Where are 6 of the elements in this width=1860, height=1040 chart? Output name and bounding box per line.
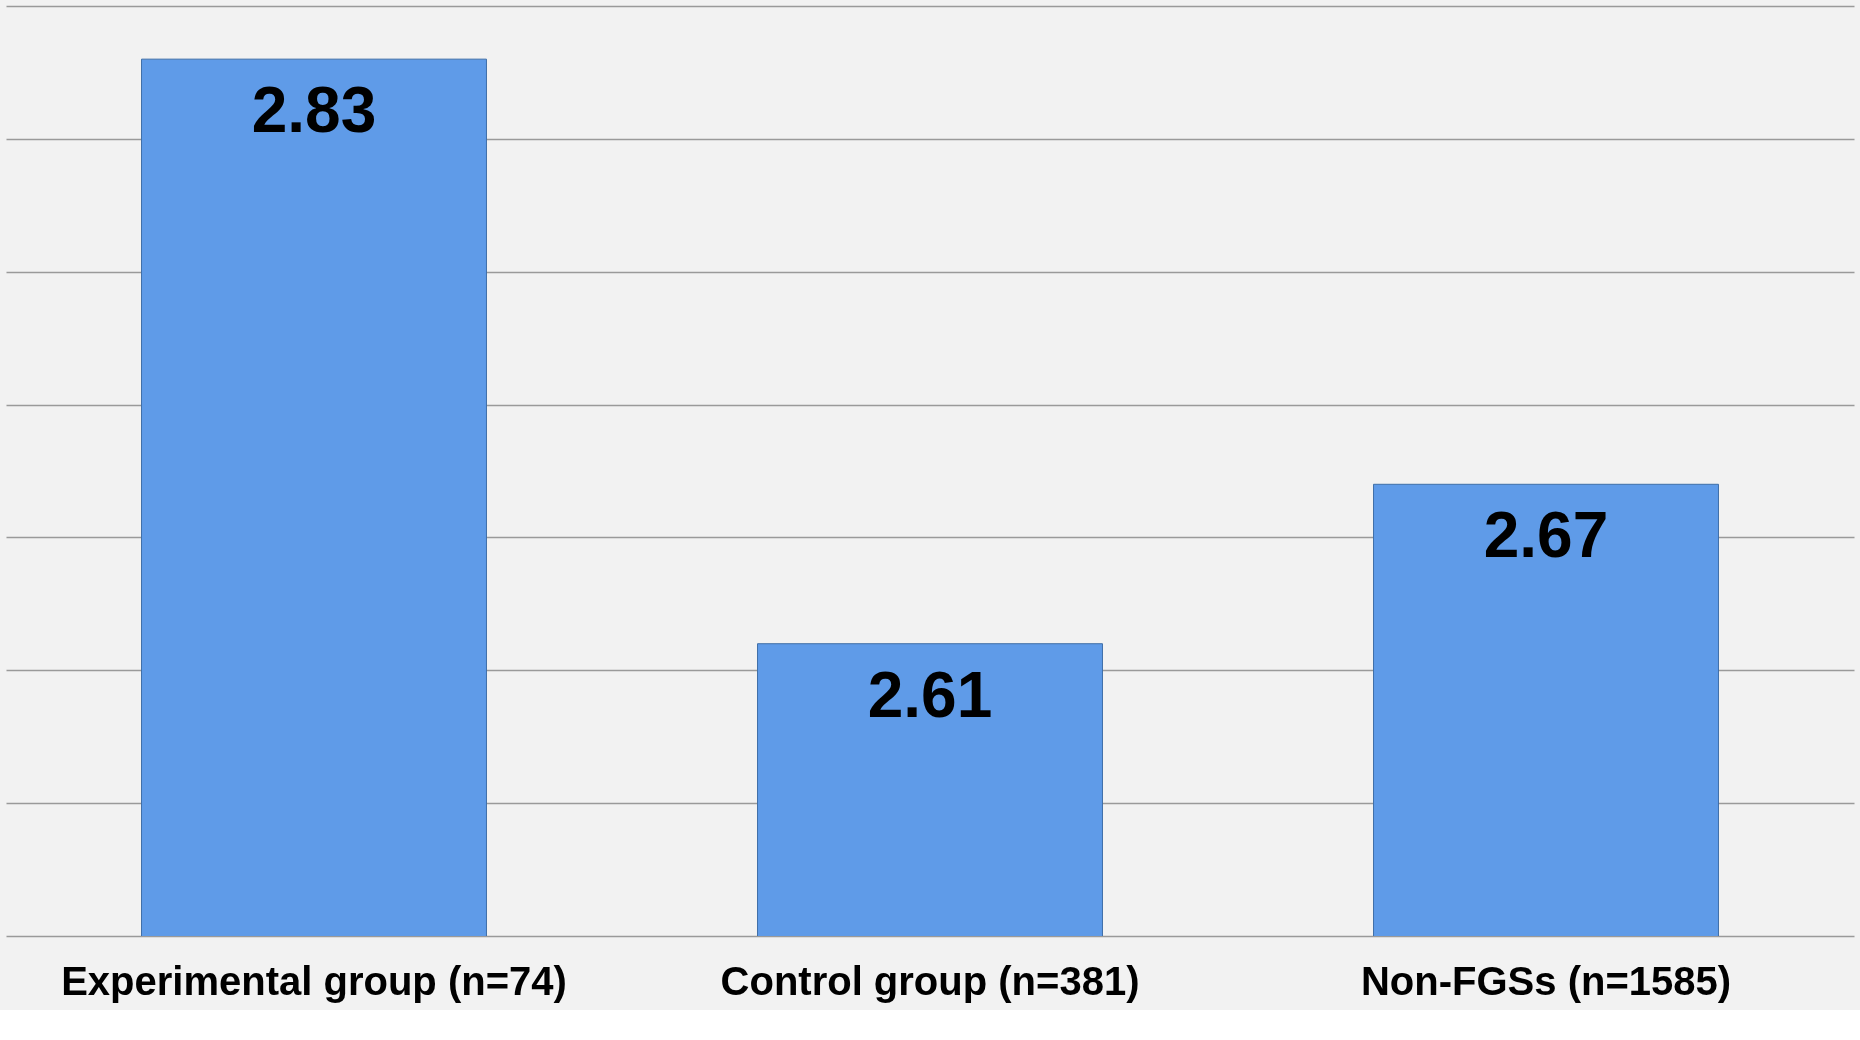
data-label: 2.83 [251, 74, 377, 147]
x-tick-label: Control group (n=381) [720, 958, 1140, 1003]
data-label: 2.61 [867, 658, 993, 731]
data-label: 2.67 [1483, 499, 1609, 572]
x-tick-label: Experimental group (n=74) [61, 958, 567, 1003]
x-tick-label: Non-FGSs (n=1585) [1360, 958, 1732, 1003]
